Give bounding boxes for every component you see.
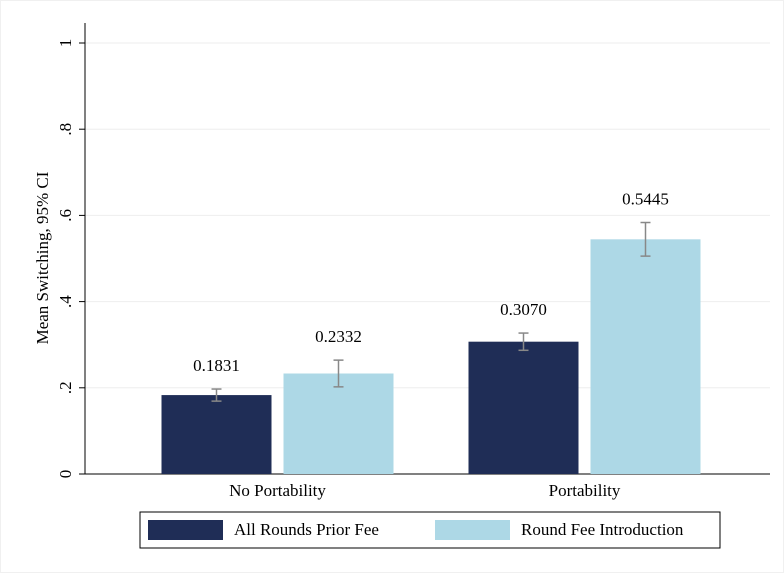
- legend-label: All Rounds Prior Fee: [234, 520, 379, 539]
- x-tick-label: Portability: [549, 481, 621, 500]
- y-tick-label: .6: [56, 209, 75, 222]
- value-label: 0.2332: [315, 327, 362, 346]
- y-tick-label: 1: [56, 39, 75, 48]
- y-tick-label: .2: [56, 381, 75, 394]
- bar: [590, 239, 701, 474]
- legend-box: [139, 511, 721, 549]
- legend-swatch: [148, 520, 223, 540]
- legend-label: Round Fee Introduction: [521, 520, 684, 539]
- value-label: 0.1831: [193, 356, 240, 375]
- bar: [468, 341, 579, 474]
- x-tick-label: No Portability: [229, 481, 326, 500]
- y-tick-label: .8: [56, 123, 75, 136]
- legend-swatch: [435, 520, 510, 540]
- value-label: 0.3070: [500, 300, 547, 319]
- y-tick-label: 0: [56, 470, 75, 479]
- value-label: 0.5445: [622, 189, 669, 208]
- bar: [283, 373, 394, 474]
- bar: [161, 395, 272, 474]
- y-tick-label: .4: [56, 295, 75, 308]
- y-axis-label: Mean Switching, 95% CI: [33, 171, 52, 344]
